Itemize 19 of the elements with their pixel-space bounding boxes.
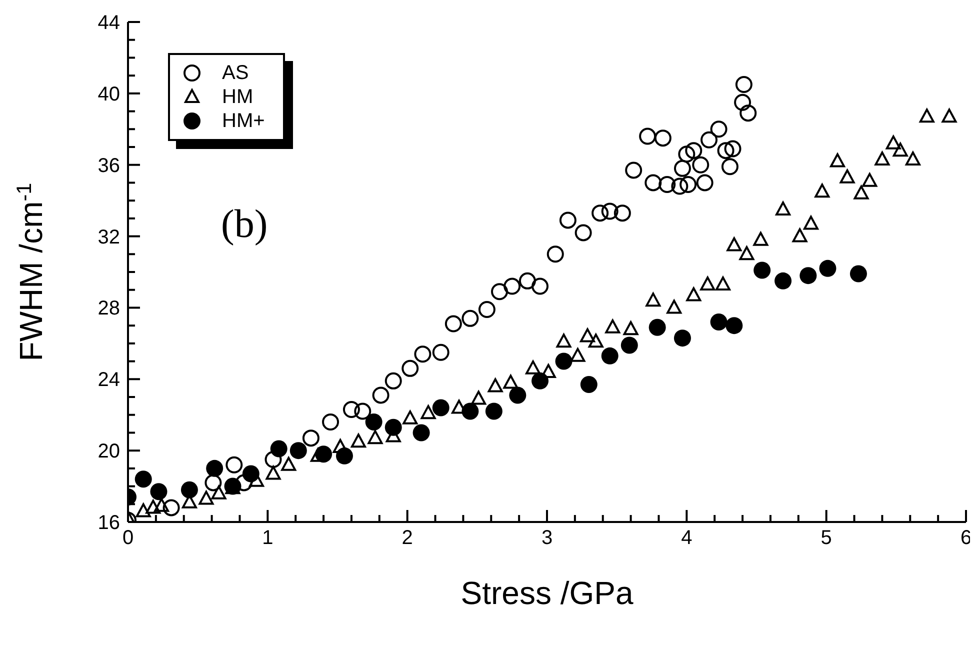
legend-label: HM [222,85,254,109]
y-tick-label: 36 [98,154,120,177]
x-tick-label: 3 [541,527,553,549]
x-tick-label: 5 [820,527,832,549]
y-tick-label: 32 [98,226,120,248]
y-tick-label: 44 [98,12,120,34]
x-tick-label: 1 [262,527,274,549]
y-tick-label: 40 [98,83,120,106]
annotation: (b) [221,200,268,247]
y-tick-label: 28 [98,298,120,320]
y-tick-label: 20 [98,440,120,463]
x-tick-label: 0 [122,527,134,549]
x-axis-title: Stress /GPa [460,575,634,611]
x-tick-label: 4 [681,527,692,549]
x-tick-label: 2 [402,527,413,549]
legend-label: HM+ [222,109,265,133]
y-tick-label: 24 [98,369,120,392]
y-tick-label: 16 [98,512,120,534]
legend-label: AS [222,61,249,85]
